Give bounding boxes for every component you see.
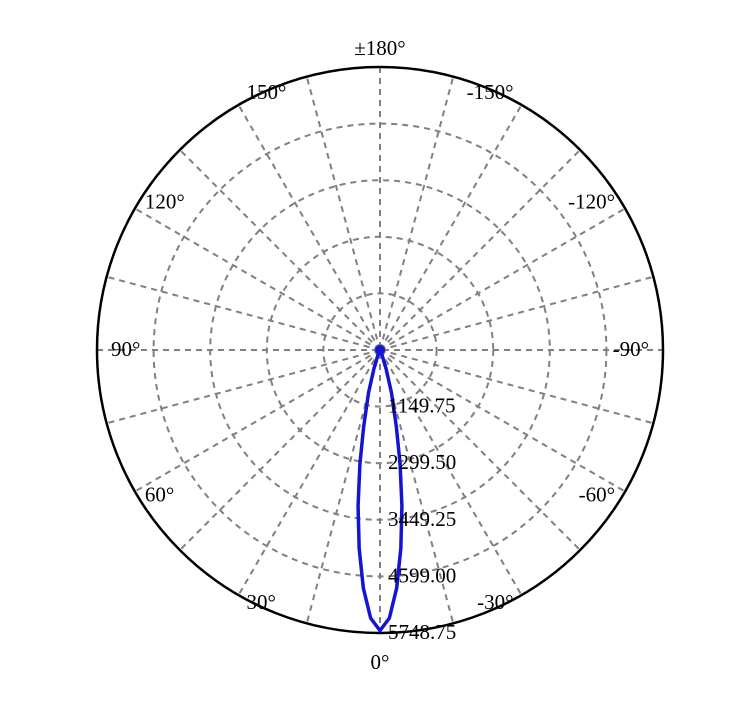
radial-tick-label: 3449.25: [388, 507, 456, 531]
angle-tick-label: -60°: [579, 483, 615, 507]
angle-tick-label: 120°: [145, 190, 185, 214]
angle-tick-label: 60°: [145, 483, 174, 507]
angle-tick-label: ±180°: [354, 36, 405, 60]
angle-tick-label: -90°: [613, 337, 649, 361]
radial-tick-label: 4599.00: [388, 563, 456, 587]
angle-tick-label: 150°: [247, 80, 287, 104]
angle-tick-label: -120°: [568, 190, 615, 214]
angle-tick-label: 90°: [111, 337, 140, 361]
angle-tick-label: 30°: [247, 590, 276, 614]
angle-tick-label: 0°: [371, 650, 390, 674]
radial-tick-label: 5748.75: [388, 620, 456, 644]
angle-tick-label: -30°: [477, 590, 513, 614]
center-marker: [375, 345, 385, 355]
polar-chart: 1149.75 2299.50 3449.25 4599.00 5748.75 ±180°…: [0, 0, 752, 715]
radial-tick-label: 1149.75: [388, 394, 455, 418]
angle-tick-label: -150°: [467, 80, 514, 104]
radial-tick-label: 2299.50: [388, 450, 456, 474]
